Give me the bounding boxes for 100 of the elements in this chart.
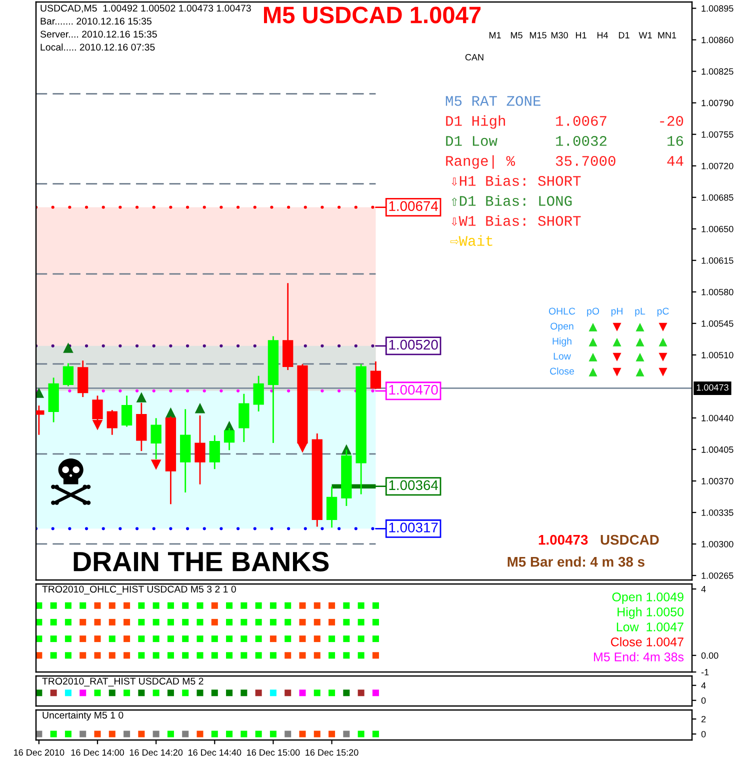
point <box>299 652 306 659</box>
point <box>138 636 145 642</box>
x-tick-label: 16 Dec 15:00 <box>247 749 300 756</box>
text: M5 RAT ZONE <box>446 96 541 106</box>
point <box>108 652 116 659</box>
ref-line-label: 1.00473 <box>696 384 728 391</box>
annotation: M5 End: 4m 38s <box>594 652 684 662</box>
point <box>226 602 233 609</box>
point <box>108 618 116 626</box>
point <box>284 618 292 626</box>
point <box>194 402 206 414</box>
point <box>108 636 116 642</box>
annotation: Bar....... 2010.12.16 15:35 <box>40 18 152 25</box>
point <box>152 652 160 659</box>
text: ▲ <box>612 338 622 346</box>
y-tick-label: 1.00265 <box>702 572 734 579</box>
candlestick <box>106 410 118 435</box>
point <box>328 618 336 626</box>
point <box>136 392 147 402</box>
legend-label: 1.00364 <box>389 480 438 490</box>
annotation: ⇨Wait <box>450 235 492 246</box>
text: ▼ <box>658 352 668 362</box>
category-label: M5 <box>510 32 522 38</box>
candlestick <box>253 376 264 412</box>
point <box>124 618 130 626</box>
candlestick <box>150 418 162 460</box>
x-tick-label: 16 Dec 2010 <box>14 749 64 756</box>
text: ▼ <box>612 368 622 376</box>
point <box>124 602 130 609</box>
candlestick <box>194 415 206 484</box>
point <box>211 652 218 659</box>
y-tick-label: -1 <box>701 669 709 676</box>
y-tick-label: 1.00370 <box>702 478 734 484</box>
annotation: Low 1.0047 <box>616 622 684 632</box>
annotation: Close 1.0047 <box>610 637 684 646</box>
point <box>211 602 218 609</box>
candlestick <box>326 486 338 528</box>
category-label: H4 <box>597 32 608 38</box>
y-tick-label: 1.00405 <box>702 446 734 453</box>
y-tick-label: 4 <box>701 586 706 592</box>
chart-title: TRO2010_OHLC_HIST USDCAD M5 3 2 1 0 <box>42 586 236 594</box>
point <box>50 618 57 626</box>
point <box>196 602 204 609</box>
point <box>94 636 101 642</box>
point <box>226 618 233 626</box>
point <box>270 652 276 659</box>
point <box>211 636 218 642</box>
text: ▲ <box>658 338 668 346</box>
point <box>255 602 262 609</box>
text: ▼ <box>658 368 668 376</box>
annotation: Local..... 2010.12.16 07:35 <box>40 43 155 51</box>
point <box>226 652 233 659</box>
point <box>372 618 379 626</box>
y-tick-label: 4 <box>701 682 706 689</box>
category-label: pH <box>611 308 622 317</box>
point <box>255 636 262 642</box>
annotation: D1 High <box>446 115 505 129</box>
y-tick-label: 0 <box>701 697 706 704</box>
point <box>124 652 130 659</box>
point <box>63 342 74 353</box>
point <box>299 618 306 626</box>
annotation: -20 <box>660 116 684 126</box>
point <box>196 652 204 659</box>
y-tick-label: 1.00685 <box>702 194 734 201</box>
category-label: pO <box>587 308 600 317</box>
annotation: 1.00473 <box>538 534 588 545</box>
point <box>196 636 204 642</box>
point <box>270 636 276 642</box>
text: ▲ <box>588 322 598 332</box>
y-tick-label: 1.00650 <box>702 226 734 232</box>
chart-title: Uncertainty M5 1 0 <box>42 711 124 721</box>
point <box>343 636 350 642</box>
annotation: Open 1.0049 <box>612 592 684 604</box>
point <box>167 602 174 609</box>
ref-line-label: 1.00470 <box>389 384 438 395</box>
annotation: DRAIN THE BANKS <box>74 552 329 572</box>
y-tick-label: 1.00790 <box>702 100 734 106</box>
text: ▼ <box>612 322 622 332</box>
text: ▲ <box>588 338 598 346</box>
category-label: Open <box>550 322 574 332</box>
x-tick-label: 16 Dec 14:20 <box>130 749 183 756</box>
text: ▼ <box>612 352 622 362</box>
candlestick <box>62 363 74 386</box>
annotation: 1.0032 <box>556 136 606 146</box>
point <box>372 652 379 659</box>
point <box>284 636 292 642</box>
y-tick-label: 1.00895 <box>702 5 734 12</box>
category-label: Close <box>550 367 574 375</box>
point <box>94 618 101 626</box>
category-label: pC <box>657 308 669 317</box>
point <box>94 602 101 609</box>
x-tick-label: 16 Dec 14:00 <box>71 749 124 756</box>
point <box>152 618 160 626</box>
point <box>372 636 379 642</box>
point <box>64 618 72 626</box>
point <box>150 460 162 470</box>
point <box>358 602 364 609</box>
point <box>167 636 174 642</box>
point <box>94 652 101 659</box>
point <box>240 652 248 659</box>
